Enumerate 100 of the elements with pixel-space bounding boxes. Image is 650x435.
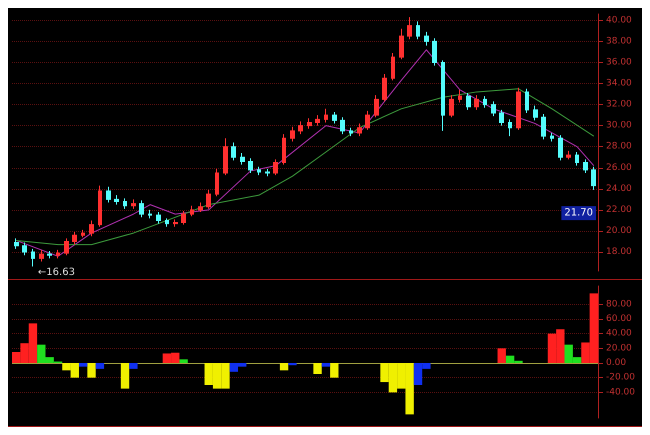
candlestick: [558, 134, 563, 161]
candlestick: [508, 118, 512, 137]
candlestick: [165, 218, 169, 228]
candlestick: [533, 105, 538, 121]
candlestick: [206, 189, 211, 210]
candlestick: [374, 94, 379, 118]
y-tick-label: 20.00: [606, 343, 632, 354]
bar: [313, 363, 322, 374]
y-tick-label: 80.00: [606, 299, 632, 310]
y-tick-label: 40.00: [606, 328, 632, 339]
candlestick: [181, 210, 186, 226]
candlestick: [357, 123, 362, 137]
candlestick: [231, 142, 236, 161]
candlestick: [407, 16, 412, 40]
candlestick: [240, 152, 245, 166]
candlestick: [516, 87, 521, 130]
candlestick: [449, 94, 454, 118]
y-tick-label: 18.00: [606, 247, 632, 258]
candlestick: [248, 158, 253, 174]
candlestick: [541, 114, 546, 140]
candlestick: [491, 100, 496, 117]
bar: [280, 363, 288, 370]
candlestick: [198, 202, 203, 213]
bar: [129, 363, 138, 369]
candlestick: [441, 60, 445, 132]
y-tick-label: 36.00: [606, 57, 632, 68]
candlestick: [575, 151, 579, 166]
candlestick: [22, 242, 27, 256]
y-tick-label: 30.00: [606, 120, 632, 131]
y-tick-label: -20.00: [606, 372, 636, 383]
candlestick: [156, 212, 161, 224]
candlestick: [307, 118, 312, 130]
annotation: 21.70: [564, 208, 594, 219]
candlestick: [98, 185, 102, 228]
candlestick: [39, 249, 44, 262]
candlestick: [265, 168, 270, 177]
candlestick: [114, 194, 119, 206]
bar: [330, 363, 338, 378]
y-tick-label: 22.00: [606, 204, 632, 215]
y-tick-label: 26.00: [606, 162, 632, 173]
candlestick: [190, 205, 194, 217]
candlestick: [31, 248, 35, 267]
bar: [96, 363, 104, 369]
bar: [179, 359, 188, 363]
candlestick: [550, 132, 554, 142]
y-tick-label: 38.00: [606, 36, 632, 46]
candlestick: [525, 88, 529, 114]
candlestick: [106, 186, 111, 204]
candlestick: [566, 150, 571, 160]
bar: [498, 348, 506, 363]
y-tick-label: 28.00: [606, 142, 632, 152]
candlestick: [424, 31, 429, 46]
candlestick: [591, 166, 596, 190]
y-tick-label: 34.00: [606, 78, 632, 89]
candlestick: [466, 92, 471, 110]
candlestick: [391, 52, 395, 81]
candlestick: [499, 109, 504, 126]
candlestick: [64, 238, 69, 256]
candlestick: [223, 138, 228, 176]
line-series: [16, 88, 594, 246]
candlestick: [139, 200, 144, 218]
candlestick: [349, 127, 353, 137]
candlestick: [215, 168, 219, 197]
candlestick: [458, 89, 462, 103]
candlestick: [123, 198, 127, 210]
candlestick: [148, 209, 152, 219]
candlestick: [257, 166, 261, 176]
candlestick: [315, 114, 320, 126]
y-tick-label: 24.00: [606, 184, 632, 194]
candlestick: [14, 238, 19, 250]
candlestick: [416, 20, 420, 40]
candlestick: [282, 134, 286, 166]
candlestick: [89, 220, 94, 237]
candlestick: [382, 74, 387, 102]
candlestick: [399, 28, 404, 60]
y-tick-label: 40.00: [606, 15, 632, 26]
annotation: ←16.63: [38, 266, 75, 278]
bar: [120, 363, 130, 389]
candlestick: [583, 158, 588, 174]
candlestick: [332, 111, 337, 124]
candlestick: [47, 250, 52, 259]
y-tick-label: 32.00: [606, 100, 632, 110]
y-tick-label: -40.00: [606, 387, 636, 398]
candlestick: [324, 108, 328, 123]
y-tick-label: 60.00: [606, 314, 632, 324]
bar: [87, 363, 96, 378]
candlestick: [340, 116, 345, 135]
candlestick: [290, 126, 295, 142]
candlestick: [173, 218, 178, 228]
candlestick: [474, 94, 479, 110]
candlestick: [81, 229, 85, 238]
y-tick-label: 0.00: [606, 358, 626, 368]
candlestick: [273, 158, 278, 176]
y-tick-label: 20.00: [606, 226, 632, 236]
bar: [322, 363, 330, 367]
candlestick: [72, 232, 77, 246]
line-series: [16, 49, 594, 257]
candlestick: [365, 110, 370, 130]
candlestick: [56, 249, 60, 259]
candlestick: [432, 38, 437, 66]
